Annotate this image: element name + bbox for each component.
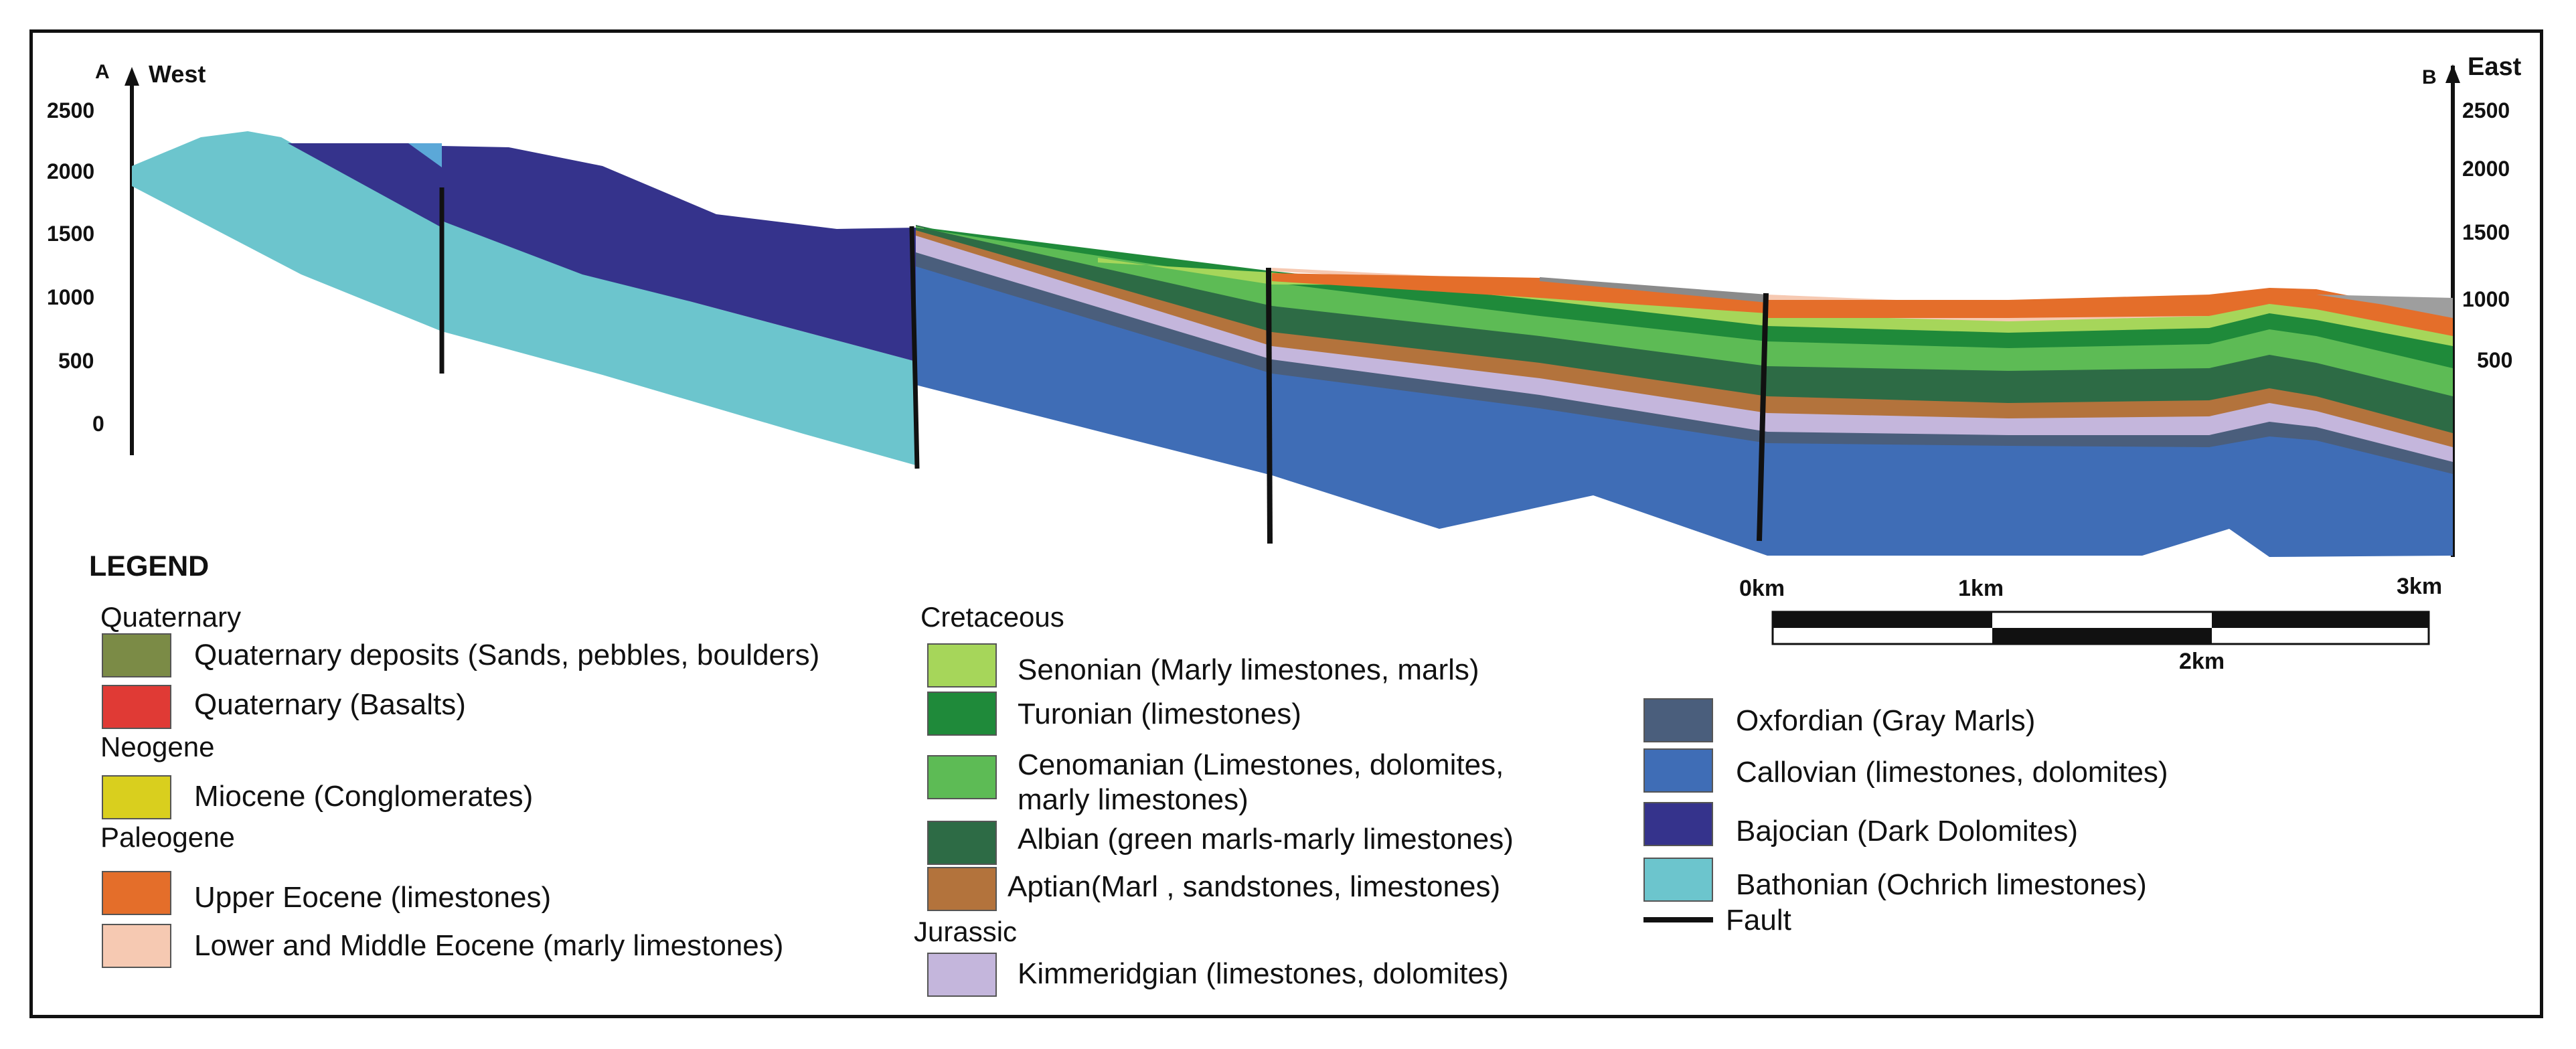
west-label: West xyxy=(149,60,206,88)
legend-fault: Fault xyxy=(1726,904,1791,937)
scale-bar-seg-2 xyxy=(1992,628,2212,644)
left-tick-1000: 1000 xyxy=(47,285,94,309)
legend-quaternary-basalts: Quaternary (Basalts) xyxy=(194,688,466,721)
scale-bar-seg-1 xyxy=(1773,612,1992,628)
right-tick-2000: 2000 xyxy=(2462,157,2510,181)
scale-label-1km: 1km xyxy=(1958,576,2004,601)
fault-legend-symbol xyxy=(1643,917,1713,922)
swatch-cenomanian xyxy=(927,755,997,799)
layer-cenomanian xyxy=(916,226,2453,396)
legend-turonian: Turonian (limestones) xyxy=(1018,698,1301,730)
point-a-label: A xyxy=(95,61,110,83)
layer-bathonian-sliver xyxy=(408,143,442,167)
legend-albian: Albian (green marls-marly limestones) xyxy=(1018,823,1514,856)
fault-line-3 xyxy=(1266,267,1273,544)
right-tick-1000: 1000 xyxy=(2462,287,2510,311)
right-axis-arrow-icon xyxy=(2445,64,2460,83)
swatch-albian xyxy=(927,821,997,865)
layer-quaternary-ridge xyxy=(1540,277,1767,303)
legend-title: LEGEND xyxy=(89,550,210,582)
swatch-turonian xyxy=(927,692,997,736)
layer-kimmeridgian xyxy=(916,234,2453,462)
layer-callovian xyxy=(916,261,2453,557)
legend-bathonian: Bathonian (Ochrich limestones) xyxy=(1736,868,2147,901)
right-tick-1500: 1500 xyxy=(2462,220,2510,244)
layer-turonian xyxy=(924,228,2453,368)
swatch-quaternary-basalts xyxy=(102,685,171,729)
left-tick-1500: 1500 xyxy=(47,222,94,246)
left-tick-2500: 2500 xyxy=(47,98,94,123)
layer-oxfordian xyxy=(916,251,2453,474)
right-tick-500: 500 xyxy=(2477,348,2512,372)
legend-bajocian: Bajocian (Dark Dolomites) xyxy=(1736,815,2079,848)
left-axis-arrow-icon xyxy=(125,67,139,86)
left-tick-500: 500 xyxy=(58,349,94,373)
legend-miocene: Miocene (Conglomerates) xyxy=(194,780,534,813)
legend-group-cretaceous: Cretaceous xyxy=(920,601,1064,633)
legend-upper-eocene: Upper Eocene (limestones) xyxy=(194,881,552,914)
legend-group-neogene: Neogene xyxy=(100,731,215,762)
swatch-quaternary-deposits xyxy=(102,633,171,677)
left-tick-2000: 2000 xyxy=(47,159,94,183)
swatch-bajocian xyxy=(1643,802,1713,846)
fault-line-4 xyxy=(1757,293,1769,542)
layer-albian xyxy=(916,225,2453,433)
legend-group-quaternary: Quaternary xyxy=(100,601,242,633)
scale-label-0km: 0km xyxy=(1739,576,1785,601)
swatch-lower-middle-eocene xyxy=(102,924,171,968)
swatch-senonian xyxy=(927,643,997,688)
legend-oxfordian: Oxfordian (Gray Marls) xyxy=(1736,704,2036,737)
east-label: East xyxy=(2468,53,2522,81)
scale-bar-seg-3 xyxy=(2212,612,2429,628)
layer-bajocian-west xyxy=(288,143,916,361)
swatch-kimmeridgian xyxy=(927,953,997,997)
swatch-miocene xyxy=(102,775,171,819)
legend-senonian: Senonian (Marly limestones, marls) xyxy=(1018,653,1479,686)
point-b-label: B xyxy=(2422,66,2437,88)
legend-quaternary-deposits: Quaternary deposits (Sands, pebbles, bou… xyxy=(194,639,820,671)
swatch-aptian xyxy=(927,867,997,911)
left-tick-0: 0 xyxy=(92,412,104,436)
scale-label-3km: 3km xyxy=(2397,574,2442,599)
legend-group-paleogene: Paleogene xyxy=(100,821,235,853)
swatch-callovian xyxy=(1643,748,1713,793)
layer-bathonian-west xyxy=(132,131,916,465)
fault-line-2 xyxy=(909,226,920,469)
legend-cenomanian: Cenomanian (Limestones, dolomites, xyxy=(1018,748,1504,781)
layer-upper-eocene xyxy=(1272,273,1767,313)
legend-cenomanian-line2: marly limestones) xyxy=(1018,783,1249,816)
figure-frame xyxy=(29,29,2543,1018)
scale-label-2km: 2km xyxy=(2179,649,2225,674)
legend-callovian: Callovian (limestones, dolomites) xyxy=(1736,756,2168,789)
legend-group-jurassic: Jurassic xyxy=(914,916,1018,947)
swatch-oxfordian xyxy=(1643,698,1713,742)
swatch-upper-eocene xyxy=(102,871,171,915)
swatch-bathonian xyxy=(1643,858,1713,902)
layer-upper-eocene-east xyxy=(1767,288,2453,336)
right-tick-2500: 2500 xyxy=(2462,98,2510,123)
legend-lower-middle-eocene: Lower and Middle Eocene (marly limestone… xyxy=(194,929,784,962)
legend-aptian: Aptian(Marl , sandstones, limestones) xyxy=(1008,870,1501,903)
legend-kimmeridgian: Kimmeridgian (limestones, dolomites) xyxy=(1018,957,1509,990)
layer-quaternary-east xyxy=(2316,295,2453,318)
